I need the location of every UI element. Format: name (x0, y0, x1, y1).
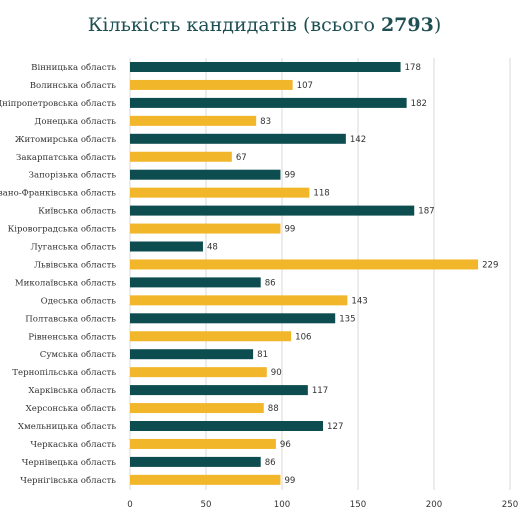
value-label: 107 (297, 81, 313, 91)
bar (130, 97, 407, 108)
category-label: Хмельницька область (18, 421, 116, 432)
bar (130, 349, 254, 360)
bar (130, 259, 479, 270)
category-label: Чернігівська область (20, 475, 116, 486)
value-label: 48 (207, 243, 218, 253)
value-label: 187 (418, 207, 434, 217)
value-label: 99 (284, 171, 295, 181)
category-label: Дніпропетровська область (0, 98, 116, 109)
bar (130, 385, 308, 396)
value-label: 143 (351, 296, 367, 306)
category-label: Волинська область (30, 80, 117, 91)
category-label: Івано-Франківська область (0, 188, 116, 199)
bar (130, 115, 257, 126)
category-label: Херсонська область (26, 403, 117, 414)
value-label: 81 (257, 350, 268, 360)
bar (130, 62, 401, 72)
value-label: 83 (260, 117, 271, 127)
bar (130, 223, 281, 234)
chart-title-total: 2793 (380, 14, 434, 36)
labels: 0 50 100 150 200 250 Вінницька область 178 Волин… (0, 62, 518, 510)
value-label: 117 (312, 386, 328, 396)
value-label: 99 (284, 476, 295, 486)
x-tick-label: 250 (502, 500, 518, 510)
bar (130, 205, 415, 216)
category-label: Миколаївська область (15, 277, 116, 288)
bar (130, 367, 267, 378)
gridlines (129, 58, 511, 490)
value-label: 229 (482, 260, 498, 270)
category-label: Закарпатська область (16, 152, 116, 163)
category-label: Рівненська область (28, 331, 116, 342)
value-label: 182 (411, 99, 427, 109)
value-label: 99 (284, 225, 295, 235)
value-label: 118 (313, 189, 329, 199)
bar (130, 133, 346, 144)
category-label: Чернівецька область (22, 457, 117, 468)
chart-title-text: Кількість кандидатів (всього (87, 14, 381, 36)
value-label: 106 (295, 332, 311, 342)
bar (130, 456, 261, 467)
value-label: 142 (350, 135, 366, 145)
category-label: Сумська область (40, 349, 117, 360)
category-label: Житомирська область (15, 134, 116, 145)
category-label: Одеська область (41, 295, 117, 306)
category-label: Харківська область (28, 385, 116, 396)
bar (130, 79, 293, 90)
x-tick-label: 150 (350, 500, 366, 510)
value-label: 90 (271, 368, 282, 378)
bar (130, 241, 203, 252)
category-label: Тернопільська область (12, 367, 116, 378)
bar (130, 474, 281, 485)
category-label: Вінницька область (31, 62, 116, 73)
bar (130, 169, 281, 180)
bar (130, 277, 261, 288)
value-label: 86 (265, 458, 276, 468)
x-tick-label: 200 (426, 500, 442, 510)
x-tick-label: 50 (201, 500, 212, 510)
category-label: Донецька область (34, 116, 116, 127)
bar (130, 403, 264, 414)
category-label: Кіровоградська область (8, 224, 117, 235)
category-label: Запорізька область (29, 170, 117, 181)
bar (130, 151, 232, 162)
bar (130, 313, 336, 324)
bar (130, 187, 310, 198)
x-tick-label: 0 (127, 500, 132, 510)
value-label: 67 (236, 153, 247, 163)
x-tick-label: 100 (274, 500, 290, 510)
value-label: 88 (268, 404, 279, 414)
value-label: 178 (405, 63, 421, 73)
value-label: 86 (265, 278, 276, 288)
bar (130, 295, 348, 306)
category-label: Київська область (38, 206, 116, 217)
chart-title-close: ) (433, 14, 442, 36)
category-label: Черкаська область (30, 439, 116, 450)
chart-title: Кількість кандидатів (всього 2793) (0, 14, 529, 36)
value-label: 127 (327, 422, 343, 432)
bar (130, 421, 324, 431)
category-label: Луганська область (31, 242, 117, 253)
bars (130, 62, 479, 485)
value-label: 96 (280, 440, 291, 450)
bar (130, 331, 292, 342)
bar (130, 438, 276, 449)
category-label: Полтавська область (25, 313, 116, 324)
category-label: Львівська область (34, 259, 116, 270)
value-label: 135 (339, 314, 355, 324)
